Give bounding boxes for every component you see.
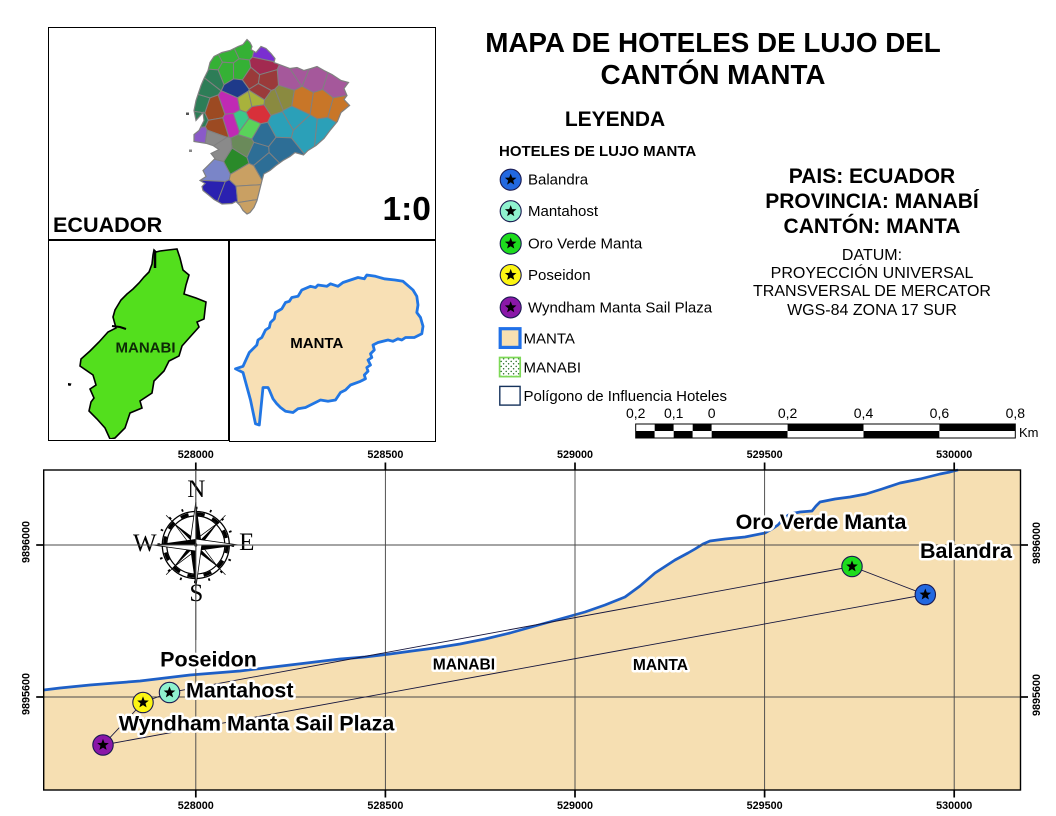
svg-text:Wyndham Manta Sail Plaza: Wyndham Manta Sail Plaza — [119, 712, 396, 736]
svg-text:9895600: 9895600 — [1031, 674, 1043, 716]
svg-text:Poseidon: Poseidon — [528, 267, 591, 284]
svg-text:W: W — [133, 530, 157, 557]
svg-text:528000: 528000 — [178, 800, 214, 812]
svg-text:Mantahost: Mantahost — [186, 679, 294, 703]
svg-text:9895600: 9895600 — [21, 673, 33, 715]
svg-text:529000: 529000 — [557, 449, 593, 461]
svg-text:528500: 528500 — [367, 800, 403, 812]
svg-text:529500: 529500 — [747, 449, 783, 461]
svg-text:N: N — [187, 476, 205, 503]
svg-text:S: S — [189, 580, 203, 607]
svg-text:Poseidon: Poseidon — [160, 648, 257, 672]
svg-text:0,4: 0,4 — [854, 405, 874, 421]
svg-text:0,6: 0,6 — [930, 405, 950, 421]
svg-text:Oro Verde Manta: Oro Verde Manta — [736, 510, 908, 534]
svg-text:MANTA: MANTA — [524, 331, 575, 348]
svg-text:Mantahost: Mantahost — [528, 203, 599, 220]
svg-text:Oro Verde Manta: Oro Verde Manta — [528, 236, 643, 253]
svg-text:0,2: 0,2 — [778, 405, 798, 421]
svg-text:E: E — [239, 529, 254, 556]
svg-text:MANABI: MANABI — [433, 656, 495, 673]
svg-text:Balandra: Balandra — [920, 539, 1013, 563]
svg-text:529000: 529000 — [557, 800, 593, 812]
svg-text:528000: 528000 — [178, 449, 214, 461]
svg-text:MANTA: MANTA — [633, 657, 688, 674]
svg-text:Balandra: Balandra — [528, 172, 589, 189]
svg-text:0: 0 — [708, 405, 716, 421]
svg-text:0,1: 0,1 — [664, 405, 684, 421]
svg-text:529500: 529500 — [747, 800, 783, 812]
svg-text:9896000: 9896000 — [21, 521, 33, 563]
svg-text:Polígono de Influencia Hoteles: Polígono de Influencia Hoteles — [524, 388, 727, 405]
svg-text:530000: 530000 — [936, 449, 972, 461]
svg-text:Wyndham Manta Sail Plaza: Wyndham Manta Sail Plaza — [528, 299, 713, 316]
svg-text:MANTA: MANTA — [290, 335, 343, 352]
svg-text:530000: 530000 — [936, 800, 972, 812]
svg-text:528500: 528500 — [367, 449, 403, 461]
svg-text:9896000: 9896000 — [1031, 522, 1043, 564]
svg-text:Km: Km — [1019, 425, 1039, 440]
svg-text:MANABI: MANABI — [524, 360, 582, 377]
svg-text:0,2: 0,2 — [626, 405, 646, 421]
svg-text:0,8: 0,8 — [1006, 405, 1026, 421]
svg-text:MANABI: MANABI — [116, 340, 176, 357]
